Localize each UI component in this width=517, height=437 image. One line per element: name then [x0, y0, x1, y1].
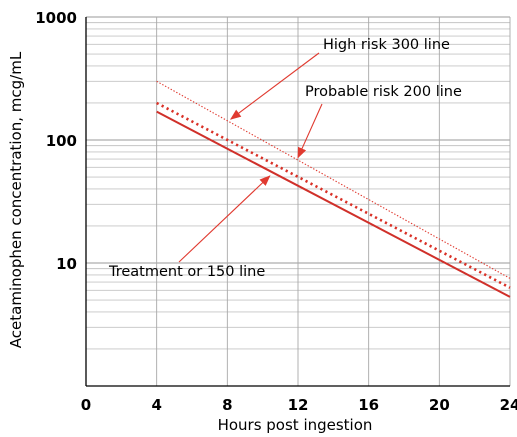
annotation-arrow — [178, 175, 271, 263]
x-tick-label: 8 — [222, 396, 232, 414]
x-tick-label: 24 — [500, 396, 517, 414]
x-axis-title: Hours post ingestion — [218, 416, 373, 434]
x-tick-label: 0 — [81, 396, 91, 414]
annotation-arrow — [229, 52, 320, 120]
y-axis-title: Acetaminophen concentration, mcg/mL — [7, 51, 25, 348]
y-tick-label: 100 — [46, 132, 77, 150]
y-tick-label: 10 — [56, 255, 77, 273]
x-tick-label: 16 — [358, 396, 379, 414]
annotation-high-risk: High risk 300 line — [323, 37, 450, 53]
series-line — [156, 110, 511, 298]
annotation-arrows — [178, 52, 323, 263]
x-tick-label: 4 — [151, 396, 161, 414]
annotation-treatment: Treatment or 150 line — [108, 264, 265, 280]
x-tick-label: 12 — [288, 396, 309, 414]
y-tick-labels: 10 100 1000 — [35, 9, 77, 273]
grid — [86, 16, 511, 386]
annotation-arrow — [297, 103, 323, 159]
x-tick-labels: 0 4 8 12 16 20 24 — [81, 396, 517, 414]
annotation-probable-risk: Probable risk 200 line — [305, 84, 462, 100]
series-line — [156, 101, 511, 289]
series-lines — [156, 80, 511, 298]
series-line — [156, 80, 511, 279]
x-tick-label: 20 — [429, 396, 450, 414]
y-tick-label: 1000 — [35, 9, 77, 27]
axes — [85, 17, 510, 387]
